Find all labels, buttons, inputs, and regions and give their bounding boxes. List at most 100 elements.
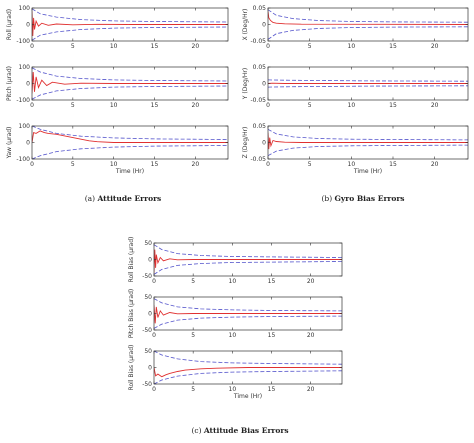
y-tick-label: -0.05 [250, 97, 266, 104]
bound-line [268, 85, 468, 88]
error-line [268, 132, 468, 150]
x-tick-label: 20 [307, 386, 315, 393]
x-tick-label: 10 [348, 102, 356, 109]
x-tick-label: 15 [389, 161, 397, 168]
error-line [154, 249, 342, 273]
bound-line [268, 26, 468, 40]
y-axis-label: Roll Bias (μrad) [128, 345, 135, 391]
panel-series-group [154, 351, 342, 384]
bound-line [154, 351, 342, 365]
panel-series-group [32, 67, 228, 100]
x-tick-label: 15 [268, 332, 276, 339]
x-tick-label: 20 [307, 278, 315, 285]
x-tick-label: 5 [191, 386, 195, 393]
x-axis-label: Time (Hr) [233, 393, 262, 400]
panel-series-group [32, 8, 228, 41]
x-tick-label: 0 [30, 102, 34, 109]
y-tick-label: 100 [19, 123, 31, 130]
x-tick-label: 15 [268, 278, 276, 285]
y-tick-label: -50 [142, 327, 152, 334]
x-tick-label: 20 [192, 102, 200, 109]
x-tick-label: 20 [431, 161, 439, 168]
y-tick-label: -100 [16, 97, 30, 104]
figure-caption: (b) Gyro Bias Errors [321, 194, 404, 203]
x-tick-label: 0 [152, 386, 156, 393]
figure-caption: (c) Attitude Bias Errors [191, 426, 288, 435]
bound-line [32, 26, 228, 41]
bound-line [32, 145, 228, 159]
y-axis-label: X (Deg/Hr) [242, 9, 249, 41]
y-axis-label: Roll (μrad) [6, 9, 13, 40]
bound-line [268, 128, 468, 141]
x-tick-label: 10 [229, 332, 237, 339]
y-tick-label: 50 [144, 240, 152, 247]
y-tick-label: 0.05 [253, 123, 267, 130]
caption-label: (b) [321, 194, 334, 203]
x-tick-label: 0 [152, 278, 156, 285]
error-line [32, 11, 228, 37]
bound-line [268, 9, 468, 23]
bound-line [154, 315, 342, 329]
bound-line [32, 67, 228, 82]
x-tick-label: 10 [229, 278, 237, 285]
y-tick-label: 0.05 [253, 5, 267, 12]
bound-line [154, 244, 342, 258]
bound-line [268, 144, 468, 157]
y-tick-label: 100 [19, 64, 31, 71]
y-tick-label: 0 [148, 311, 152, 318]
y-tick-label: -50 [142, 381, 152, 388]
x-tick-label: 0 [266, 161, 270, 168]
y-tick-label: 0 [262, 81, 266, 88]
x-axis-label: Time (Hr) [115, 168, 144, 175]
y-tick-label: -50 [142, 273, 152, 280]
caption-label: (c) [191, 426, 203, 435]
bound-line [32, 85, 228, 100]
x-tick-label: 0 [266, 43, 270, 50]
error-line [268, 11, 468, 25]
y-tick-label: -100 [16, 38, 30, 45]
x-tick-label: 15 [151, 43, 159, 50]
y-axis-label: Pitch (μrad) [6, 66, 13, 101]
error-line [32, 71, 228, 94]
y-tick-label: 0 [148, 365, 152, 372]
bound-line [154, 298, 342, 312]
x-tick-label: 15 [389, 102, 397, 109]
x-tick-label: 0 [30, 161, 34, 168]
x-tick-label: 20 [192, 161, 200, 168]
y-axis-label: Z (Deg/Hr) [242, 127, 249, 159]
panel-series-group [154, 244, 342, 275]
y-tick-label: 0.05 [253, 64, 267, 71]
x-tick-label: 10 [348, 161, 356, 168]
y-axis-label: Pitch Bias (μrad) [128, 289, 135, 338]
x-tick-label: 10 [229, 386, 237, 393]
x-tick-label: 20 [307, 332, 315, 339]
x-tick-label: 10 [110, 161, 118, 168]
y-axis-label: Yaw (μrad) [6, 127, 13, 160]
y-tick-label: 50 [144, 294, 152, 301]
x-tick-label: 0 [266, 102, 270, 109]
y-tick-label: 0 [262, 140, 266, 147]
x-tick-label: 10 [110, 43, 118, 50]
x-tick-label: 15 [389, 43, 397, 50]
x-tick-label: 5 [191, 278, 195, 285]
panel-series-group [268, 9, 468, 40]
x-tick-label: 15 [268, 386, 276, 393]
y-tick-label: -0.05 [250, 156, 266, 163]
y-axis-label: Y (Deg/Hr) [242, 68, 249, 100]
panel-series-group [268, 79, 468, 88]
y-tick-label: -0.05 [250, 38, 266, 45]
error-line [32, 130, 228, 143]
y-tick-label: 0 [148, 257, 152, 264]
x-tick-label: 5 [191, 332, 195, 339]
panel-series-group [154, 298, 342, 329]
x-tick-label: 15 [151, 161, 159, 168]
bound-line [32, 8, 228, 23]
